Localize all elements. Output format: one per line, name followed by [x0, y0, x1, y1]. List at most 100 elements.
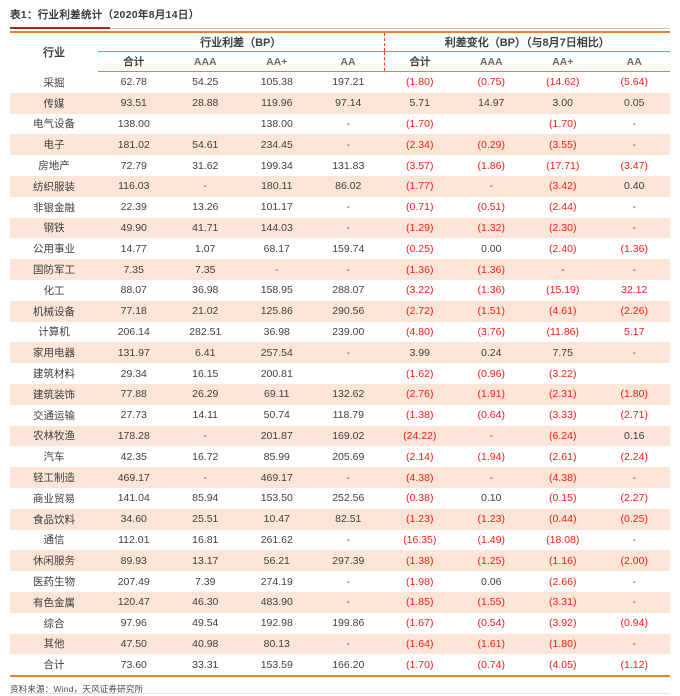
change-cell: (2.24): [620, 450, 648, 463]
spread-cell: -: [346, 637, 351, 650]
spread-cell: 119.96: [261, 97, 293, 110]
sub-header-row: 合计 AAA AA+ AA 合计 AAA AA+ AA: [10, 51, 670, 72]
spread-cell: 10.47: [263, 513, 290, 526]
change-cell: (2.61): [549, 450, 577, 463]
change-cell: (2.00): [620, 554, 648, 567]
change-cell: (1.36): [477, 263, 505, 276]
industry-spread-table: 行业 行业利差（BP） 利差变化（BP）（与8月7日相比） 合计 AAA AA+…: [10, 31, 671, 678]
industry-cell: 纺织服装: [33, 180, 75, 193]
change-cell: (2.40): [549, 242, 577, 255]
change-cell: (2.34): [406, 138, 434, 151]
spread-cell: 469.17: [260, 471, 293, 484]
change-cell: (17.71): [546, 159, 580, 172]
spread-cell: 26.29: [192, 388, 219, 401]
change-cell: (2.30): [549, 221, 577, 234]
spread-cell: 274.19: [260, 575, 293, 588]
spread-cell: 21.02: [192, 305, 219, 318]
change-cell: 7.75: [552, 346, 573, 359]
spread-cell: 14.77: [120, 242, 147, 255]
table-row: 机械设备 77.18 21.02 125.86 290.56 (2.72) (1.51) (4…: [10, 300, 670, 322]
spread-cell: 89.93: [120, 554, 147, 567]
spread-cell: 197.21: [332, 76, 365, 89]
spread-cell: 131.83: [332, 159, 365, 172]
industry-cell: 机械设备: [33, 305, 75, 318]
spread-cell: 1.07: [195, 242, 216, 255]
change-cell: (1.36): [406, 263, 434, 276]
spread-cell: 49.90: [120, 221, 147, 234]
spread-cell: 239.00: [332, 325, 365, 338]
spread-cell: 153.59: [260, 658, 293, 671]
spread-cell: 144.03: [260, 221, 293, 234]
change-cell: (0.96): [477, 367, 505, 380]
table-row: 医药生物 207.49 7.39 274.19 - (1.98) 0.06 (2.66) -: [10, 571, 670, 592]
change-cell: (1.80): [406, 76, 434, 89]
spread-cell: 77.88: [120, 388, 147, 401]
spread-cell: 85.99: [263, 450, 290, 463]
industry-cell: 房地产: [38, 160, 70, 173]
table-row: 公用事业 14.77 1.07 68.17 159.74 (0.25) 0.00 (2.40)…: [10, 238, 670, 259]
industry-cell: 建筑装饰: [33, 388, 75, 401]
spread-cell: 205.69: [332, 450, 365, 463]
change-cell: [456, 114, 528, 135]
spread-cell: 180.11: [261, 180, 293, 193]
spread-cell: 252.56: [332, 492, 365, 505]
spread-cell: 199.34: [260, 159, 293, 172]
spread-cell: 22.39: [120, 201, 147, 214]
change-cell: 5.17: [624, 325, 645, 338]
spread-cell: 138.00: [117, 117, 150, 130]
change-cell: 32.12: [621, 284, 648, 297]
spread-cell: -: [346, 575, 351, 588]
header-group-spread: 行业利差（BP）: [98, 32, 385, 52]
change-cell: (5.64): [620, 76, 648, 89]
subheader-change-total: 合计: [384, 51, 456, 72]
change-cell: (0.74): [477, 658, 505, 671]
spread-cell: [170, 114, 242, 135]
spread-cell: 141.04: [117, 492, 150, 505]
industry-cell: 有色金属: [33, 596, 75, 609]
spread-cell: -: [203, 471, 208, 484]
industry-cell: 休闲服务: [33, 555, 75, 568]
change-cell: (2.71): [620, 409, 648, 422]
spread-cell: -: [346, 471, 351, 484]
subheader-spread-total: 合计: [98, 51, 170, 72]
change-cell: 0.06: [481, 575, 502, 588]
subheader-change-aa: AA: [598, 51, 670, 72]
spread-cell: 88.07: [120, 284, 147, 297]
change-cell: (1.64): [406, 637, 434, 650]
change-cell: (3.31): [549, 596, 577, 609]
change-cell: (2.66): [549, 575, 577, 588]
industry-cell: 钢铁: [43, 222, 65, 235]
spread-cell: 192.98: [260, 617, 293, 630]
change-cell: -: [632, 637, 637, 650]
subheader-change-aa-plus: AA+: [527, 51, 599, 72]
page-bottom-rule: [10, 693, 670, 694]
change-cell: (1.12): [620, 658, 648, 671]
industry-cell: 交通运输: [33, 409, 75, 422]
industry-cell: 电子: [43, 139, 65, 152]
spread-cell: 13.17: [192, 554, 219, 567]
spread-cell: 261.62: [260, 533, 293, 546]
table-row: 农林牧渔 178.28 - 201.87 169.02 (24.22) - (6.24) 0.1…: [10, 425, 670, 447]
spread-cell: 290.56: [332, 305, 365, 318]
spread-cell: 31.62: [192, 159, 219, 172]
change-cell: (2.76): [406, 388, 434, 401]
spread-cell: 105.38: [260, 76, 293, 89]
spread-cell: 257.54: [260, 346, 293, 359]
change-cell: (1.29): [406, 221, 434, 234]
change-cell: 3.99: [409, 346, 430, 359]
spread-cell: 40.98: [192, 637, 219, 650]
spread-cell: -: [203, 180, 208, 193]
spread-cell: 54.61: [192, 138, 219, 151]
spread-cell: 483.90: [260, 596, 293, 609]
spread-cell: 13.26: [192, 201, 219, 214]
change-cell: (1.36): [620, 242, 648, 255]
change-cell: (1.36): [477, 284, 505, 297]
header-industry: 行业: [43, 47, 65, 60]
industry-cell: 公用事业: [33, 243, 75, 256]
table-row: 有色金属 120.47 46.30 483.90 - (1.85) (1.55) (3.31)…: [10, 591, 670, 613]
change-cell: [599, 363, 671, 384]
change-cell: -: [632, 346, 637, 359]
change-cell: (1.86): [477, 159, 505, 172]
change-cell: (1.98): [406, 575, 434, 588]
